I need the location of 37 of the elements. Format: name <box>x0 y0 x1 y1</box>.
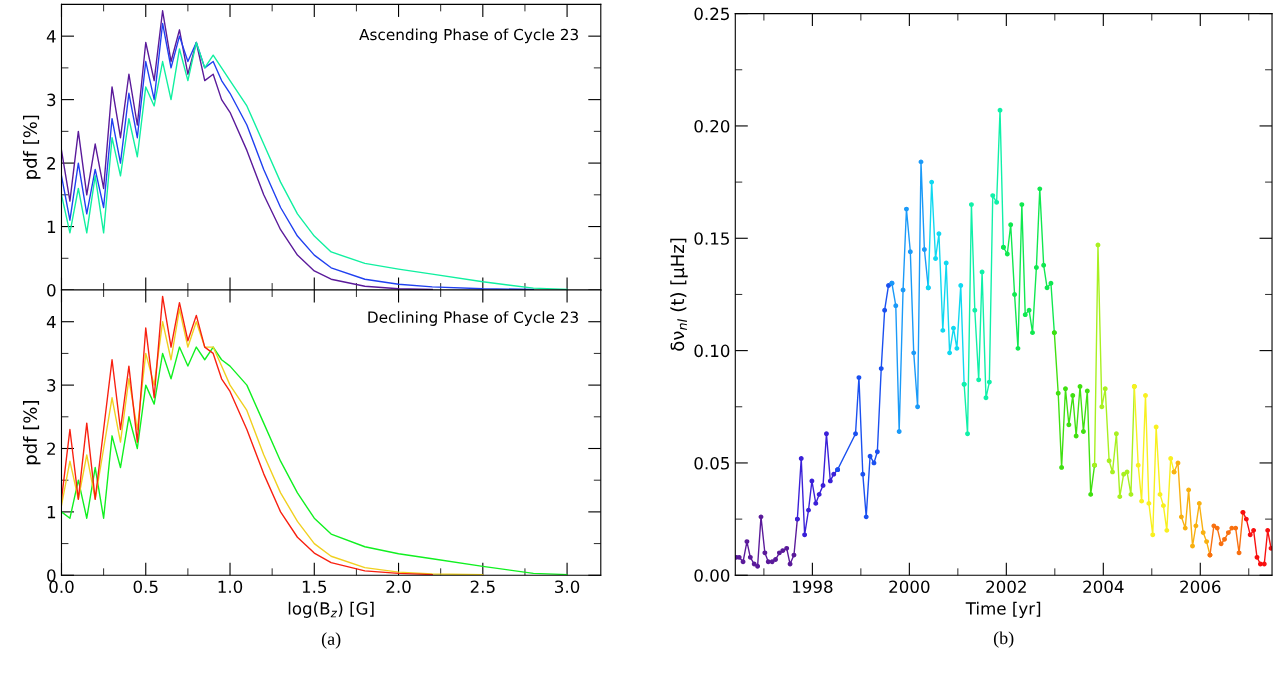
y-tick-label: 0.15 <box>694 232 729 245</box>
text: 0.00 <box>694 569 730 582</box>
y-tick-label: 1 <box>47 220 56 233</box>
y-tick-label: 3 <box>47 93 56 107</box>
x-tick-label: 0.0 <box>49 580 74 594</box>
x-axis-title: log(B$_{z}$) [G] <box>288 601 374 618</box>
y-axis-title: pdf [%] <box>22 401 41 465</box>
y-tick-label: 0 <box>47 569 56 582</box>
y-tick-label: 0.25 <box>694 7 729 21</box>
x-tick-label: 0.5 <box>133 580 158 594</box>
y-axis-title: δν$_{nl}$ (t) [μHz] <box>670 238 688 351</box>
y-tick-label: 1 <box>47 506 56 519</box>
x-tick-label: 1.0 <box>218 580 243 594</box>
x-axis-title: Time [yr] <box>965 601 1041 618</box>
text: (a) <box>321 632 341 649</box>
y-tick-label: 0.05 <box>694 456 729 470</box>
x-tick-label: 2000 <box>889 580 930 594</box>
x-tick-label: 2.5 <box>470 580 495 594</box>
y-tick-label: 2 <box>47 157 55 170</box>
text: Declining Phase of Cycle 23 <box>368 311 578 326</box>
x-tick-label: 3.0 <box>555 580 580 594</box>
y-axis-title: pdf [%] <box>22 115 41 179</box>
y-tick-label: 0.10 <box>694 344 730 358</box>
x-tick-label: 2006 <box>1180 580 1221 594</box>
text: Ascending Phase of Cycle 23 <box>359 28 578 44</box>
x-tick-label: 2.0 <box>386 580 411 594</box>
x-tick-label: 2002 <box>986 580 1026 594</box>
y-tick-label: 4 <box>46 315 56 329</box>
y-tick-label: 0.20 <box>694 119 730 133</box>
y-tick-label: 2 <box>47 442 55 455</box>
x-tick-label: 1.5 <box>302 580 327 594</box>
text: (b) <box>993 631 1014 648</box>
x-tick-label: 2004 <box>1083 580 1124 594</box>
x-tick-label: 1998 <box>793 580 833 594</box>
y-tick-label: 0 <box>47 283 56 297</box>
y-tick-label: 3 <box>47 379 56 392</box>
y-tick-label: 4 <box>46 30 56 43</box>
